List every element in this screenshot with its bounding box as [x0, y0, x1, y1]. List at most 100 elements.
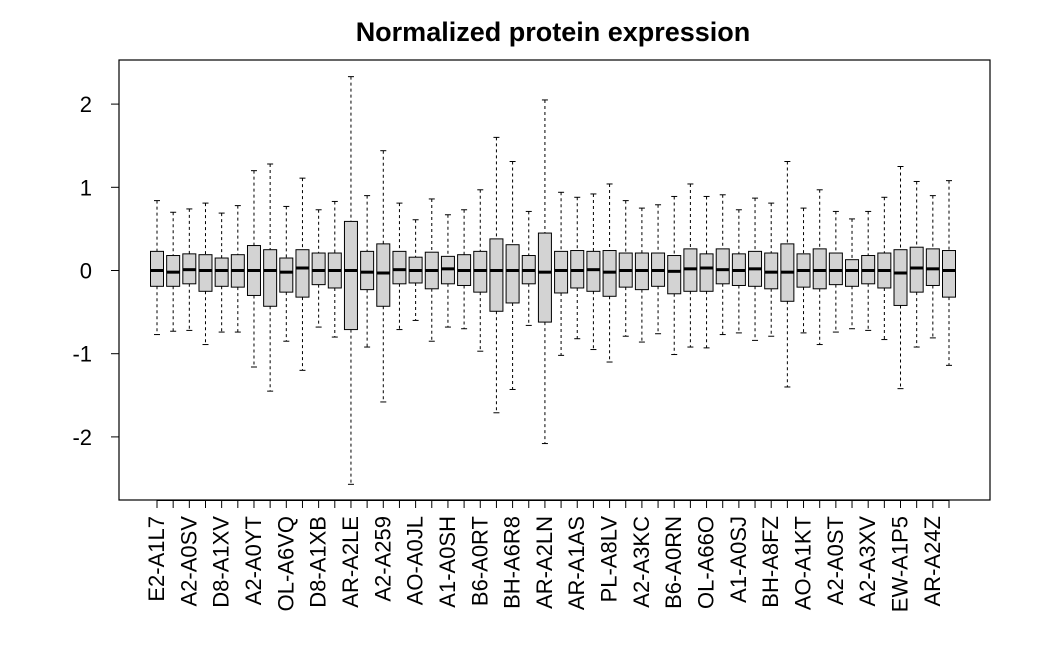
- box: [877, 196, 892, 341]
- box: [295, 177, 310, 371]
- box: [505, 161, 520, 390]
- x-tick-label: BH-A6R8: [500, 516, 525, 609]
- box: [748, 197, 763, 341]
- y-tick-label: 0: [80, 259, 92, 284]
- x-tick-label: EW-A1P5: [888, 516, 913, 612]
- box: [360, 195, 375, 348]
- box: [634, 207, 649, 343]
- box: [150, 200, 164, 336]
- box: [198, 202, 213, 346]
- box: [618, 200, 633, 337]
- box: [230, 205, 245, 333]
- x-tick-label: A2-A0ST: [823, 516, 848, 605]
- y-tick-label: -1: [72, 342, 92, 367]
- box-iqr: [198, 254, 213, 292]
- box-iqr: [812, 248, 827, 290]
- box: [279, 205, 294, 342]
- box: [263, 163, 278, 392]
- x-tick-label: BH-A8FZ: [758, 516, 783, 608]
- box-iqr: [295, 249, 310, 298]
- box-iqr: [279, 257, 294, 293]
- chart-title: Normalized protein expression: [356, 17, 751, 47]
- x-tick-label: E2-A1L7: [144, 516, 169, 602]
- box: [812, 189, 827, 346]
- box-iqr: [586, 250, 601, 292]
- box-iqr: [343, 220, 358, 331]
- box: [343, 76, 358, 485]
- y-tick-label: 2: [80, 92, 92, 117]
- box: [796, 207, 811, 334]
- box-iqr: [925, 248, 940, 286]
- box-iqr: [893, 249, 908, 306]
- box-iqr: [505, 244, 520, 304]
- x-tick-label: AR-A24Z: [920, 516, 945, 606]
- box: [166, 211, 181, 332]
- y-tick-label: 1: [80, 175, 92, 200]
- x-tick-label: PL-A8LV: [597, 516, 622, 603]
- box: [861, 210, 876, 331]
- box-iqr: [699, 253, 714, 292]
- x-tick-label: OL-A6VQ: [273, 516, 298, 611]
- box-iqr: [311, 252, 326, 286]
- box-iqr: [828, 252, 843, 286]
- box: [602, 183, 617, 363]
- box: [828, 210, 843, 333]
- box: [942, 180, 956, 366]
- box-iqr: [845, 259, 860, 287]
- box-iqr: [715, 248, 730, 285]
- box: [489, 136, 504, 414]
- box: [683, 183, 698, 348]
- box-iqr: [392, 250, 407, 285]
- x-tick-label: A2-A0SV: [176, 516, 201, 607]
- box: [182, 208, 197, 331]
- box-iqr: [360, 250, 375, 291]
- box: [909, 180, 924, 348]
- x-tick-label: D8-A1XB: [306, 516, 331, 608]
- x-tick-label: B6-A0RT: [467, 516, 492, 606]
- box: [780, 161, 795, 388]
- box: [764, 202, 779, 337]
- box: [214, 212, 229, 333]
- x-tick-label: AR-A2LN: [532, 516, 557, 609]
- box-iqr: [376, 243, 391, 307]
- x-tick-label: AO-A0JL: [403, 516, 428, 605]
- box: [699, 195, 714, 349]
- y-axis: -2 -1 0 1 2: [72, 92, 120, 450]
- box: [327, 200, 342, 338]
- box-iqr: [150, 250, 164, 287]
- x-axis: E2-A1L7 A2-A0SV D8-A1XV A2-A0YT OL-A6VQ D8-A1…: [144, 500, 950, 612]
- box: [731, 209, 746, 334]
- y-tick-label: -2: [72, 425, 92, 450]
- box: [554, 191, 569, 356]
- x-tick-label: A2-A259: [370, 516, 395, 602]
- x-tick-label: A2-A0YT: [241, 516, 266, 605]
- box: [570, 196, 585, 340]
- box: [667, 195, 682, 356]
- box: [440, 214, 455, 328]
- box-iqr: [667, 255, 682, 295]
- box: [893, 166, 908, 390]
- x-tick-label: AO-A1KT: [791, 516, 816, 610]
- box-iqr: [909, 246, 924, 293]
- box: [925, 195, 940, 339]
- box-iqr: [554, 250, 569, 294]
- x-tick-label: AR-A1AS: [564, 516, 589, 610]
- x-tick-label: OL-A66O: [694, 516, 719, 609]
- box: [651, 204, 666, 335]
- box: [408, 219, 423, 321]
- box-series: [150, 76, 956, 485]
- box-iqr: [942, 250, 956, 298]
- box: [246, 170, 261, 368]
- box: [424, 198, 439, 342]
- box: [311, 209, 326, 328]
- x-tick-label: A2-A3KC: [629, 516, 654, 608]
- box: [457, 209, 472, 330]
- box: [845, 218, 860, 330]
- box: [537, 99, 552, 445]
- box: [586, 193, 601, 351]
- box: [392, 202, 407, 331]
- x-tick-label: A1-A0SJ: [726, 516, 751, 603]
- box: [715, 194, 730, 336]
